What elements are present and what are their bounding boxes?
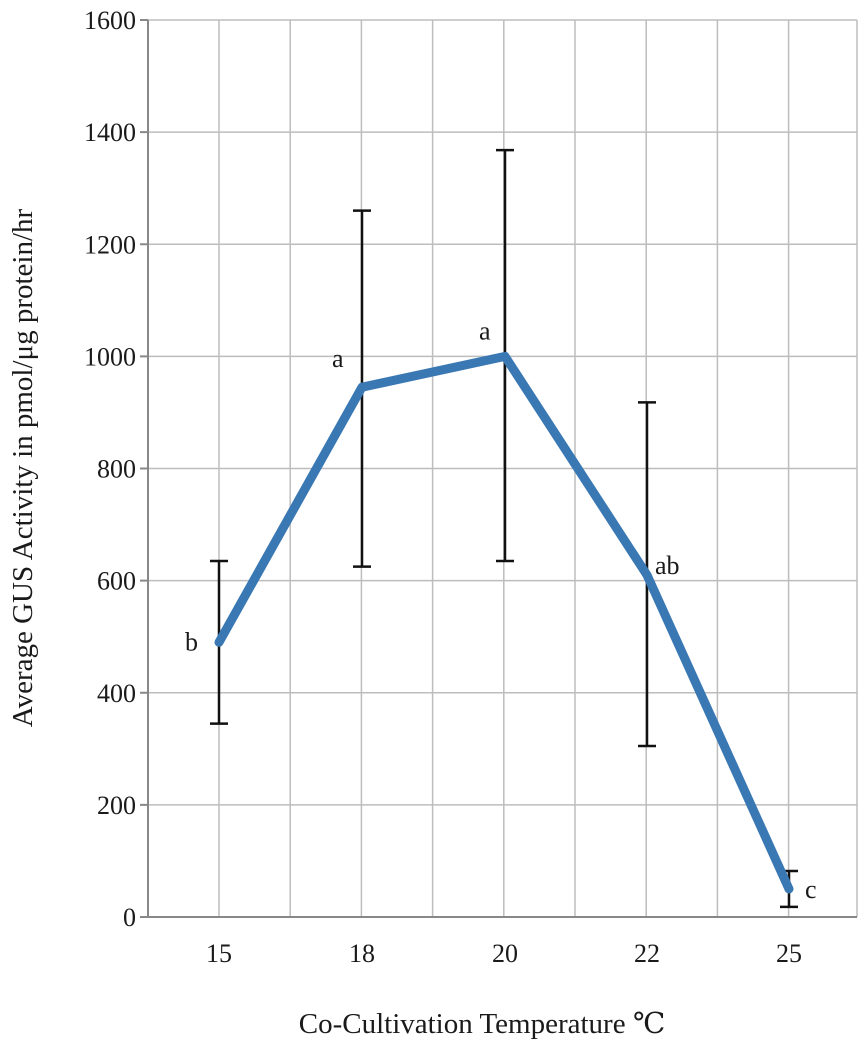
x-tick-label: 15 (206, 939, 232, 968)
y-tick-label: 1400 (84, 118, 136, 147)
y-tick-label: 1200 (84, 230, 136, 259)
series-line (214, 351, 794, 894)
y-tick-label: 1000 (84, 342, 136, 371)
y-tick-label: 200 (97, 791, 136, 820)
significance-label: ab (655, 551, 680, 580)
x-axis-ticks: 15 18 20 22 25 (206, 939, 802, 968)
significance-label: b (185, 627, 198, 656)
y-tick-label: 1600 (84, 6, 136, 35)
x-axis-title: Co-Cultivation Temperature ℃ (299, 1008, 666, 1040)
y-tick-label: 600 (97, 567, 136, 596)
y-axis-title: Average GUS Activity in pmol/μg protein/… (7, 208, 39, 727)
y-tick-label: 800 (97, 455, 136, 484)
grid-lines (148, 19, 858, 918)
y-tick-label: 400 (97, 679, 136, 708)
significance-label: a (332, 344, 344, 373)
x-tick-label: 25 (776, 939, 802, 968)
significance-labels: b a a ab c (185, 316, 817, 904)
x-tick-label: 22 (634, 939, 660, 968)
x-tick-label: 18 (349, 939, 375, 968)
significance-label: a (479, 316, 491, 345)
significance-label: c (805, 875, 817, 904)
x-tick-label: 20 (492, 939, 518, 968)
y-tick-label: 0 (123, 903, 136, 932)
y-axis-ticks: 0 200 400 600 800 1000 1200 1400 1600 (84, 6, 148, 932)
